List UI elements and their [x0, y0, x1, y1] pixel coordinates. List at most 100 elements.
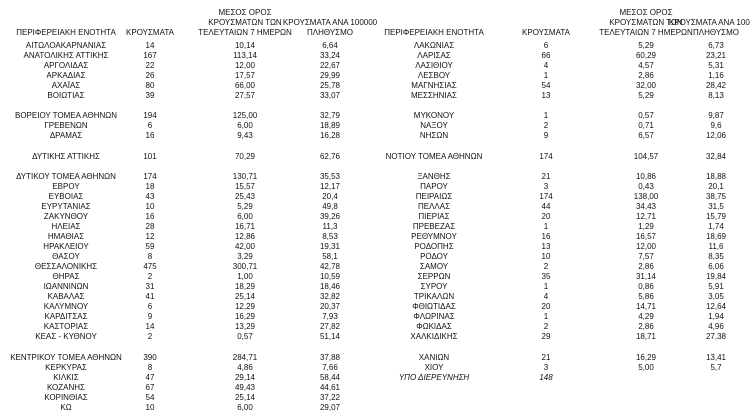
region-name: ΚΩ: [60, 402, 72, 412]
cell-value: 174: [539, 191, 553, 201]
region-name: ΚΑΣΤΟΡΙΑΣ: [43, 322, 89, 332]
cell-value: 37,22: [319, 392, 341, 402]
cell-value: 16,71: [234, 221, 256, 231]
column-header: ΚΡΟΥΣΜΑΤΑ: [522, 28, 570, 37]
cell-value: 25,14: [234, 292, 256, 302]
cell-value: 10,86: [635, 171, 657, 181]
cell-value: 33,07: [319, 91, 341, 101]
cell-value: 26: [145, 71, 155, 81]
cell-value: 20: [541, 302, 551, 312]
region-name: ΝΗΣΩΝ: [419, 131, 449, 141]
cell-value: 390: [143, 352, 157, 362]
column-header: ΠΕΡΙΦΕΡΕΙΑΚΗ ΕΝΟΤΗΤΑ: [16, 28, 116, 37]
cell-value: 12,64: [705, 302, 727, 312]
column-header: ΚΡΟΥΣΜΑΤΑ ΑΝΑ 100000: [282, 18, 378, 27]
cell-value: 51,14: [319, 332, 341, 342]
cell-value: 6,00: [237, 402, 253, 412]
cell-value: 2: [543, 262, 549, 272]
cell-value: 47: [145, 372, 155, 382]
cell-value: 12,00: [635, 242, 657, 251]
cell-value: 4,86: [237, 362, 253, 372]
column-header: ΤΕΛΕΥΤΑΙΩΝ 7 ΗΜΕΡΩΝ: [599, 28, 693, 37]
cell-value: 4,96: [708, 322, 724, 332]
cell-value: 104,57: [633, 151, 659, 161]
column-header: ΚΡΟΥΣΜΑΤΑ: [126, 28, 174, 37]
cell-value: 44,61: [319, 382, 341, 392]
cell-value: 2: [147, 272, 153, 282]
region-name: ΛΕΣΒΟΥ: [417, 71, 451, 81]
cell-value: 25,43: [234, 191, 256, 201]
cell-value: 9: [147, 312, 153, 322]
cell-value: 13: [541, 242, 551, 251]
cell-value: 475: [143, 262, 157, 272]
cell-value: 12,71: [635, 211, 657, 221]
region-name: ΚΑΛΥΜΝΟΥ: [43, 302, 89, 312]
cell-value: 28: [145, 221, 155, 231]
cell-value: 18,89: [319, 121, 341, 131]
region-name: ΝΑΞΟΥ: [420, 121, 448, 131]
cell-value: 60,29: [635, 51, 657, 61]
cell-value: 28,42: [705, 81, 727, 91]
cell-value: 44: [541, 201, 551, 211]
region-name: ΘΗΡΑΣ: [52, 272, 80, 282]
region-name: ΚΙΛΚΙΣ: [53, 372, 79, 382]
cell-value: 29: [541, 332, 551, 342]
cell-value: 3: [543, 181, 549, 191]
cell-value: 13,41: [705, 352, 727, 362]
cell-value: 194: [143, 111, 157, 121]
cell-value: 3: [543, 362, 549, 372]
cell-value: 58,44: [319, 372, 341, 382]
region-name: ΙΩΑΝΝΙΝΩΝ: [43, 282, 89, 292]
cell-value: 18,71: [635, 332, 657, 342]
cell-value: 4,57: [638, 61, 654, 71]
cell-value: 2,86: [638, 262, 654, 272]
cell-value: 66: [541, 51, 551, 61]
cell-value: 0,57: [638, 111, 654, 121]
cell-value: 20,4: [322, 191, 338, 201]
cell-value: 0,57: [237, 332, 253, 342]
cell-value: 32,79: [319, 111, 341, 121]
cell-value: 32,00: [635, 81, 657, 91]
cell-value: 8: [147, 362, 153, 372]
cell-value: 27,57: [234, 91, 256, 101]
cell-value: 8,35: [708, 252, 724, 262]
cell-value: 38,75: [705, 191, 727, 201]
cell-value: 5,91: [708, 282, 724, 292]
cell-value: 6,57: [638, 131, 654, 141]
cell-value: 18,69: [705, 231, 727, 241]
cell-value: 16,29: [635, 352, 657, 362]
cell-value: 27,38: [705, 332, 727, 342]
region-name: ΛΑΣΙΘΙΟΥ: [415, 61, 453, 71]
cell-value: 11,3: [322, 221, 338, 231]
cell-value: 27,82: [319, 322, 341, 332]
region-name: ΚΟΖΑΝΗΣ: [46, 382, 86, 392]
region-name: ΑΡΓΟΛΙΔΑΣ: [43, 61, 89, 71]
region-name: ΒΟΙΩΤΙΑΣ: [47, 91, 85, 101]
column-header: ΜΕΣΟΣ ΟΡΟΣ: [619, 8, 673, 17]
region-name: ΕΒΡΟΥ: [52, 181, 80, 191]
cell-value: 10: [145, 402, 155, 412]
cell-value: 130,71: [232, 171, 258, 181]
region-name: ΧΙΟΥ: [424, 362, 444, 372]
region-name: ΓΡΕΒΕΝΩΝ: [44, 121, 88, 131]
cell-value: 5,29: [638, 41, 654, 50]
cell-value: 9,6: [710, 121, 722, 131]
cell-value: 39,26: [319, 211, 341, 221]
cell-value: 31,5: [708, 201, 724, 211]
cell-value: 20: [541, 211, 551, 221]
cell-value: 22: [145, 61, 155, 71]
column-header: ΚΡΟΥΣΜΑΤΩΝ ΤΩΝ: [208, 18, 282, 27]
region-name: ΥΠΟ ΔΙΕΡΕΥΝΗΣΗ: [398, 372, 470, 382]
cell-value: 22,67: [319, 61, 341, 71]
cell-value: 14: [145, 41, 155, 50]
cell-value: 8,13: [708, 91, 724, 101]
cell-value: 9: [543, 131, 549, 141]
region-name: ΕΥΡΥΤΑΝΙΑΣ: [41, 201, 91, 211]
cell-value: 9,87: [708, 111, 724, 121]
region-name: ΦΛΩΡΙΝΑΣ: [413, 312, 455, 322]
region-name: ΖΑΚΥΝΘΟΥ: [43, 211, 89, 221]
region-name: ΕΥΒΟΙΑΣ: [48, 191, 84, 201]
cell-value: 4,29: [638, 312, 654, 322]
region-name: ΒΟΡΕΙΟΥ ΤΟΜΕΑ ΑΘΗΝΩΝ: [14, 111, 118, 121]
